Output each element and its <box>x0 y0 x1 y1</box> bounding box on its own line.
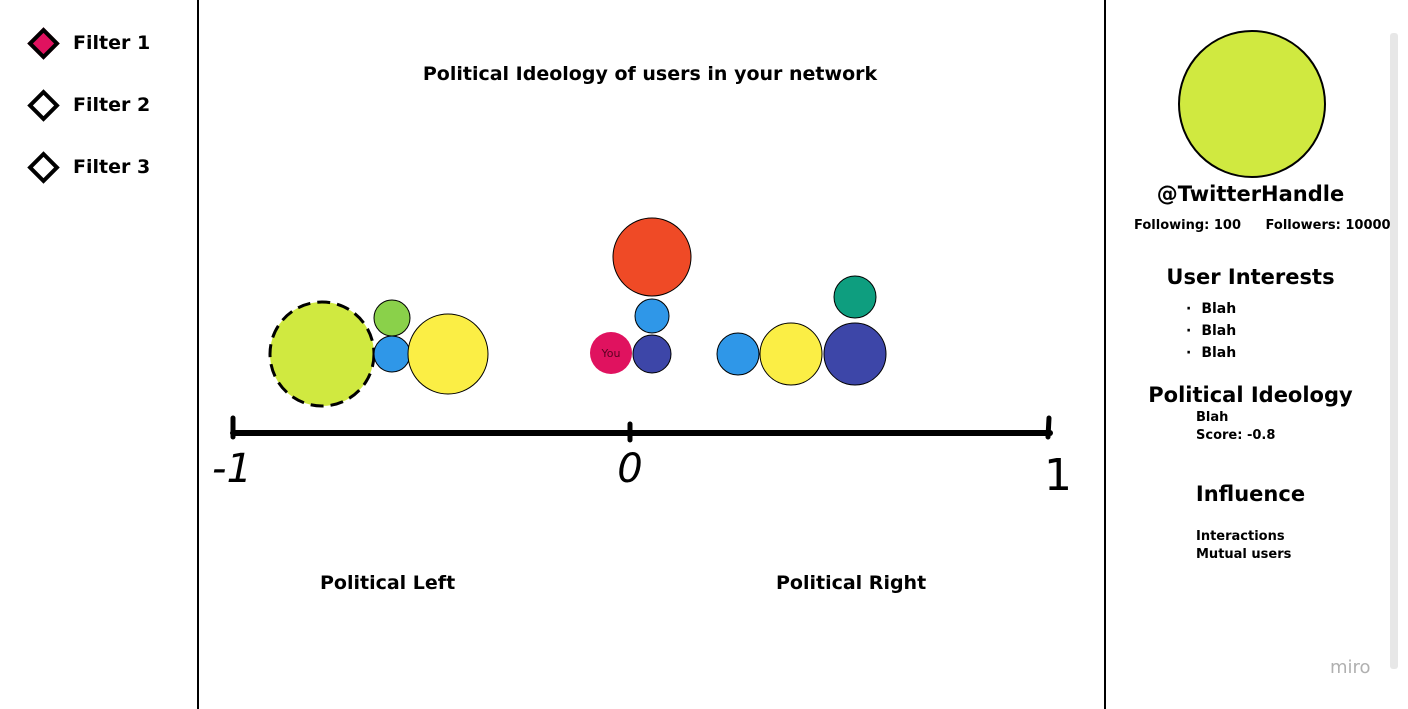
influence-heading: Influence <box>1195 482 1306 506</box>
follow-stats: Following: 100 Followers: 10000 <box>1134 218 1391 233</box>
filter-label: Filter 2 <box>73 94 151 116</box>
user-bubble[interactable] <box>759 322 823 386</box>
ideology-score: Score: -0.8 <box>1196 428 1276 443</box>
ideology-chart: -1 0 1 You <box>212 217 1072 501</box>
scrollbar[interactable] <box>1390 33 1398 669</box>
ideology-value: Blah <box>1196 410 1229 425</box>
diamond-outline-icon <box>27 88 60 122</box>
filter-3[interactable]: Filter 3 <box>27 150 188 184</box>
chart-title: Political Ideology of users in your netw… <box>422 63 878 85</box>
filter-1[interactable]: Filter 1 <box>27 26 188 60</box>
filter-label: Filter 1 <box>73 32 151 54</box>
influence-mutual-users: Mutual users <box>1196 547 1292 562</box>
user-bubble[interactable] <box>833 275 877 319</box>
filter-2[interactable]: Filter 2 <box>27 88 188 122</box>
user-bubble[interactable] <box>407 313 489 395</box>
political-right-label: Political Right <box>776 572 927 594</box>
filter-label: Filter 3 <box>73 156 151 178</box>
list-item: Blah <box>1186 342 1236 364</box>
you-label: You <box>601 347 621 360</box>
user-bubble[interactable] <box>632 334 672 374</box>
diamond-outline-icon <box>27 150 60 184</box>
list-item: Blah <box>1186 298 1236 320</box>
ideology-heading: Political Ideology <box>1148 383 1353 407</box>
right-divider <box>1104 0 1106 709</box>
tick-label-0: 0 <box>617 446 642 492</box>
following-count: Following: 100 <box>1134 218 1242 233</box>
user-bubble[interactable] <box>373 299 411 337</box>
twitter-handle[interactable]: @TwitterHandle <box>1156 182 1345 206</box>
filter-panel: Filter 1 Filter 2 Filter 3 <box>27 26 188 214</box>
interests-list: Blah Blah Blah <box>1186 298 1236 364</box>
interests-heading: User Interests <box>1166 265 1335 289</box>
user-bubble[interactable] <box>612 217 692 297</box>
you-bubble[interactable] <box>590 332 632 374</box>
miro-watermark: miro <box>1330 657 1371 678</box>
axis-tick-right <box>1045 415 1052 440</box>
user-bubble[interactable] <box>823 322 887 386</box>
avatar <box>1178 30 1326 178</box>
list-item: Blah <box>1186 320 1236 342</box>
profile-panel: @TwitterHandle Following: 100 Followers:… <box>1108 0 1393 709</box>
followers-count: Followers: 10000 <box>1265 218 1391 233</box>
user-bubble[interactable] <box>373 335 411 373</box>
user-bubble[interactable] <box>634 298 670 334</box>
influence-interactions: Interactions <box>1196 529 1285 544</box>
left-divider <box>197 0 199 709</box>
tick-label-1: 1 <box>1044 450 1072 501</box>
user-bubble[interactable] <box>716 332 760 376</box>
political-left-label: Political Left <box>320 572 456 594</box>
diamond-filled-icon <box>27 26 60 60</box>
tick-label-neg1: -1 <box>212 446 252 492</box>
user-bubble-selected[interactable] <box>268 300 376 408</box>
